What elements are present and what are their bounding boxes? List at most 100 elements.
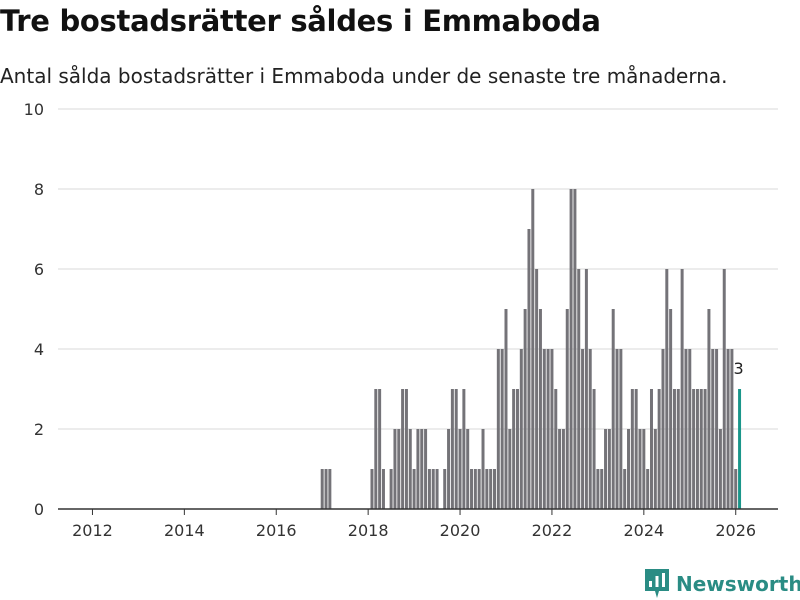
newsworthy-brand[interactable]: Newsworthy (644, 568, 800, 600)
bar (703, 389, 707, 509)
x-tick-label: 2022 (532, 521, 573, 540)
bar (726, 349, 730, 509)
x-tick-label: 2024 (623, 521, 664, 540)
y-tick-label: 10 (24, 100, 44, 119)
bar (623, 469, 627, 509)
bar (730, 349, 734, 509)
bar (542, 349, 546, 509)
bar (404, 389, 408, 509)
bar (515, 389, 519, 509)
bar (473, 469, 477, 509)
x-tick-label: 2026 (715, 521, 756, 540)
y-tick-label: 0 (34, 500, 44, 519)
bar (676, 389, 680, 509)
bar (718, 429, 722, 509)
bar (493, 469, 496, 509)
axes (58, 508, 778, 515)
bar (462, 389, 466, 509)
bar (458, 429, 462, 509)
bar (485, 469, 489, 509)
bar (378, 389, 382, 509)
bar (447, 429, 451, 509)
bar (649, 389, 653, 509)
bar (393, 429, 397, 509)
bar (500, 349, 504, 509)
bar (661, 349, 665, 509)
bar (646, 469, 650, 509)
bar (538, 309, 542, 509)
bar (611, 309, 615, 509)
bar (584, 269, 588, 509)
bar (523, 309, 527, 509)
bar (416, 429, 420, 509)
bar (554, 389, 558, 509)
bar (669, 309, 673, 509)
bar (699, 389, 703, 509)
bar (600, 469, 604, 509)
bar (370, 469, 374, 509)
bar (381, 469, 385, 509)
bar (508, 429, 512, 509)
chart-subtitle: Antal sålda bostadsrätter i Emmaboda und… (0, 64, 728, 88)
bar (596, 469, 600, 509)
bar (634, 389, 638, 509)
bar (734, 469, 738, 509)
bar (427, 469, 431, 509)
bar (558, 429, 562, 509)
y-tick-label: 4 (34, 340, 44, 359)
bar (561, 429, 565, 509)
bar (374, 389, 378, 509)
brand-name: Newsworthy (676, 572, 800, 596)
x-tick-label: 2012 (72, 521, 113, 540)
bar (424, 429, 428, 509)
bar (320, 469, 324, 509)
bar (496, 349, 500, 509)
y-tick-label: 2 (34, 420, 44, 439)
bar (546, 349, 550, 509)
bar (581, 349, 585, 509)
bar (715, 349, 719, 509)
bar (470, 469, 474, 509)
bar (477, 469, 481, 509)
bar (573, 189, 577, 509)
bar (389, 469, 393, 509)
bar (324, 469, 328, 509)
y-tick-label: 6 (34, 260, 44, 279)
bar (680, 269, 684, 509)
x-tick-label: 2020 (440, 521, 481, 540)
y-tick-label: 8 (34, 180, 44, 199)
x-tick-label: 2016 (256, 521, 297, 540)
bar (489, 469, 493, 509)
bar (401, 389, 405, 509)
bar (569, 189, 573, 509)
bar (688, 349, 692, 509)
bar (504, 309, 508, 509)
bar (577, 269, 581, 509)
bar (592, 389, 596, 509)
bars (320, 189, 742, 509)
bar (527, 229, 531, 509)
bar (607, 429, 611, 509)
bar (443, 469, 447, 509)
bar (638, 429, 642, 509)
bar (707, 309, 711, 509)
bar (328, 469, 332, 509)
bar (531, 189, 535, 509)
bar (412, 469, 416, 509)
bar (642, 429, 646, 509)
bar (466, 429, 470, 509)
bar (627, 429, 631, 509)
labels: 0 2 4 6 8 10 3 2012 2014 2016 2018 2020 2022 2024 2026 (24, 100, 756, 540)
bar (672, 389, 676, 509)
bar (692, 389, 696, 509)
bar (454, 389, 458, 509)
bar (630, 389, 634, 509)
bar (435, 469, 439, 509)
newsworthy-logo-icon (645, 569, 669, 598)
x-tick-label: 2014 (164, 521, 205, 540)
bar (565, 309, 569, 509)
bar (535, 269, 539, 509)
bar (408, 429, 412, 509)
bar (397, 429, 401, 509)
bar (604, 429, 608, 509)
